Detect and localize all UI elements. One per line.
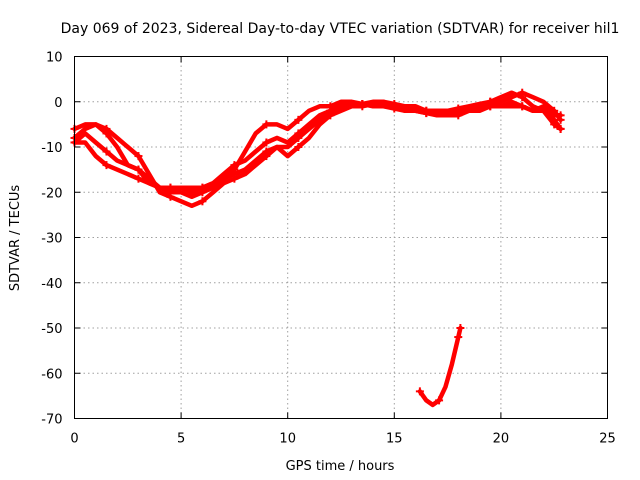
x-tick-label: 10 <box>279 432 296 447</box>
x-tick-label: 20 <box>493 432 510 447</box>
chart-title: Day 069 of 2023, Sidereal Day-to-day VTE… <box>61 21 620 37</box>
series-line-track-4 <box>72 90 563 190</box>
y-tick-label: -50 <box>41 322 62 337</box>
data-point-marker <box>134 152 143 161</box>
y-tick-label: -30 <box>41 232 62 247</box>
grid <box>74 56 608 419</box>
data-point-marker <box>262 120 271 129</box>
y-tick-label: -40 <box>41 277 62 292</box>
data-point-marker <box>556 124 565 133</box>
data-point-marker <box>415 387 424 396</box>
y-tick-label: 0 <box>54 96 62 111</box>
axis-ticks: 0 5 10 15 20 25 10 0 -10 -20 -30 -40 -50 -60 -70 <box>41 51 616 447</box>
y-axis-label: SDTVAR / TECUs <box>8 185 23 292</box>
y-tick-label: -60 <box>41 367 62 382</box>
data-point-marker <box>454 333 463 342</box>
y-tick-label: -70 <box>41 413 62 428</box>
data-point-marker <box>422 109 431 118</box>
data-point-marker <box>486 97 495 106</box>
data-point-marker <box>262 138 271 147</box>
data-point-marker <box>456 324 465 332</box>
data-point-marker <box>518 93 527 102</box>
y-tick-label: 10 <box>46 51 63 66</box>
data-point-marker <box>134 165 143 174</box>
y-tick-label: -10 <box>41 141 62 156</box>
x-tick-label: 25 <box>599 432 616 447</box>
data-point-marker <box>102 124 111 133</box>
data-point-marker <box>134 174 143 183</box>
data-point-marker <box>454 104 463 113</box>
data-point-marker <box>198 183 207 192</box>
data-point-marker <box>550 120 559 129</box>
data-point-marker <box>294 133 303 142</box>
data-point-marker <box>556 115 565 124</box>
data-point-marker <box>262 147 271 156</box>
data-point-marker <box>550 106 559 115</box>
x-axis-label: GPS time / hours <box>286 459 395 474</box>
data-point-marker <box>358 100 367 109</box>
data-point-marker <box>198 197 207 206</box>
series-group <box>70 88 565 408</box>
x-tick-label: 5 <box>177 432 185 447</box>
y-tick-label: -20 <box>41 186 62 201</box>
x-tick-label: 15 <box>386 432 403 447</box>
data-point-marker <box>102 147 111 156</box>
data-point-marker <box>390 104 399 113</box>
data-point-marker <box>166 183 175 192</box>
data-point-marker <box>166 192 175 201</box>
x-tick-label: 0 <box>70 432 78 447</box>
data-point-marker <box>518 102 527 111</box>
data-point-marker <box>294 115 303 124</box>
data-point-marker <box>326 111 335 120</box>
data-point-marker <box>435 396 444 405</box>
series-line-track-5 <box>417 325 463 408</box>
data-point-marker <box>102 161 111 170</box>
data-point-marker <box>294 143 303 151</box>
data-point-marker <box>230 170 239 179</box>
